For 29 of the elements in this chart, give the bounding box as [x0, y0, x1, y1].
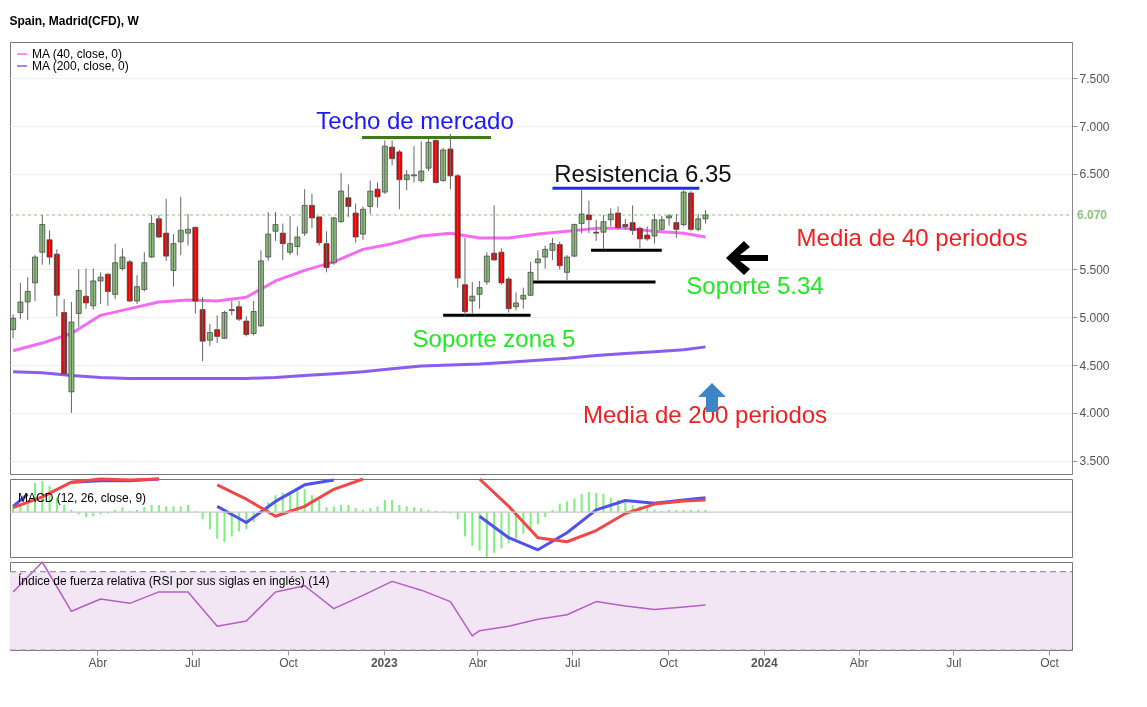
x-tick-label: 2024 [750, 655, 778, 670]
legend-label: MA (40, close, 0) [32, 47, 123, 61]
annotation: Media de 40 periodos [796, 224, 1028, 251]
text: Índice de fuerza relativa (RSI por sus siglas en inglés) (14) [18, 573, 330, 588]
x-tick-label: Oct [659, 655, 679, 670]
annotation: Techo de mercado [316, 107, 514, 134]
annotation: Resistencia 6.35 [554, 160, 732, 187]
x-tick-label: Abr [88, 655, 108, 670]
x-tick-label: Abr [468, 655, 488, 670]
x-tick-label: Oct [1040, 655, 1060, 670]
x-tick-label: Abr [849, 655, 869, 670]
legend-label: MA (200, close, 0) [32, 59, 129, 73]
ref-line-label: 6.070 [1077, 207, 1108, 222]
y-tick-label: 7.500 [1079, 71, 1110, 86]
y-tick-label: 5.000 [1079, 310, 1110, 325]
y-tick-label: 4.000 [1079, 406, 1110, 421]
x-tick-label: Jul [185, 655, 201, 670]
x-tick-label: 2023 [370, 655, 398, 670]
y-tick-label: 5.500 [1079, 262, 1110, 277]
annotation: Soporte zona 5 [412, 325, 576, 352]
y-tick-label: 4.500 [1079, 358, 1110, 373]
chart-title: Spain, Madrid(CFD), W [9, 14, 140, 28]
y-tick-label: 7.000 [1079, 119, 1110, 134]
x-tick-label: Jul [565, 655, 581, 670]
annotation: Soporte 5.34 [686, 272, 824, 299]
x-tick-label: Jul [946, 655, 962, 670]
x-tick-label: Oct [279, 655, 299, 670]
y-tick-label: 6.500 [1079, 167, 1110, 182]
y-tick-label: 3.500 [1079, 454, 1110, 469]
